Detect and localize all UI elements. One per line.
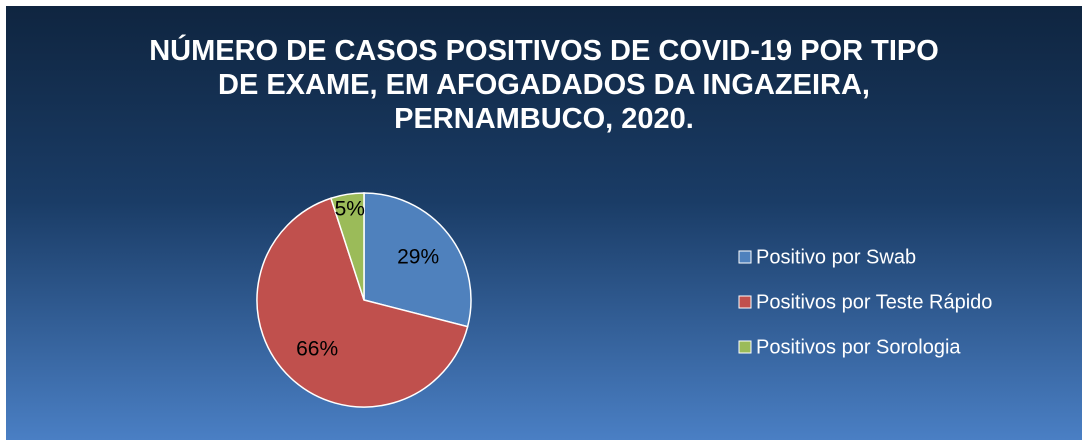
data-label: 5% bbox=[335, 198, 365, 221]
legend-swatch bbox=[738, 295, 752, 309]
pie-slice bbox=[329, 192, 365, 301]
data-label: 29% bbox=[397, 246, 439, 269]
legend-label: Positivos por Teste Rápido bbox=[756, 291, 992, 313]
legend-swatch bbox=[738, 340, 752, 354]
data-label: 66% bbox=[296, 337, 338, 360]
legend-label: Positivos por Sorologia bbox=[756, 336, 961, 358]
legend-swatch bbox=[738, 250, 752, 264]
pie-slice bbox=[363, 192, 472, 328]
legend-label: Positivo por Swab bbox=[756, 246, 916, 268]
pie-slice bbox=[256, 197, 469, 408]
chart-title: NÚMERO DE CASOS POSITIVOS DE COVID-19 PO… bbox=[149, 35, 939, 135]
chart-area: NÚMERO DE CASOS POSITIVOS DE COVID-19 PO… bbox=[6, 6, 1082, 440]
